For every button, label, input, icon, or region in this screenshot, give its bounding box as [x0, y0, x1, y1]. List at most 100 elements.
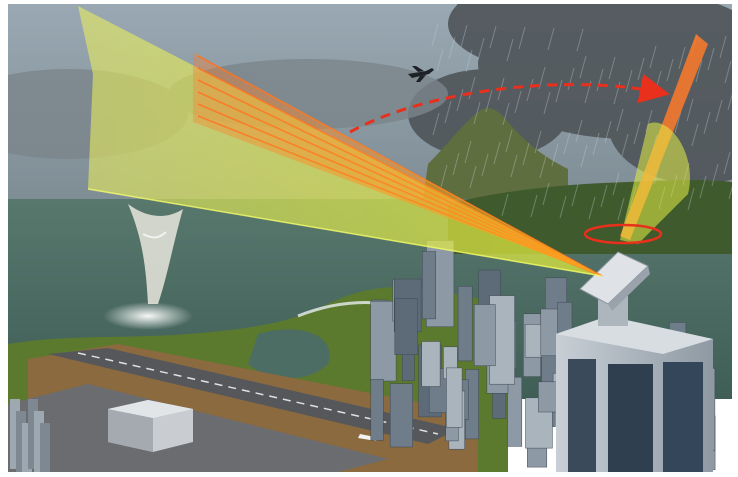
terminal-building: [108, 400, 193, 452]
city-building: [34, 411, 44, 472]
rain-streak: [534, 130, 542, 154]
rain-streak: [649, 45, 657, 69]
rain-streak: [633, 121, 641, 145]
rain-streak: [723, 151, 731, 175]
rain-streak: [514, 90, 522, 114]
rain-streak: [460, 24, 468, 48]
bay-water: [248, 329, 330, 379]
rain-streak: [465, 49, 473, 73]
rain-streak: [431, 23, 439, 47]
rain-streak: [580, 144, 588, 168]
rain-streak: [493, 141, 501, 165]
rain-streak: [724, 60, 732, 84]
rain-streak: [678, 46, 686, 70]
city-building: [370, 300, 397, 382]
rain-streak: [539, 155, 547, 179]
rain-streak: [506, 38, 514, 62]
city-building: [446, 367, 463, 428]
waterspout: [103, 204, 193, 330]
rain-streak: [473, 101, 481, 125]
rain-streak: [571, 183, 579, 207]
radar-tower: [556, 296, 713, 472]
city-building: [421, 341, 441, 387]
airport-runway: [48, 348, 458, 444]
city-building: [394, 298, 418, 355]
rain-streak: [575, 119, 583, 143]
rain-streak: [616, 108, 624, 132]
rain-streak: [505, 129, 513, 153]
storm-cloud: [408, 4, 732, 184]
rain-streak: [464, 140, 472, 164]
rain-streak: [691, 123, 699, 147]
rain-streak: [596, 68, 604, 92]
rain-streak: [448, 36, 456, 60]
runway-centerline: [77, 352, 439, 435]
rotation-ellipse: [583, 223, 663, 245]
rain-streak: [501, 193, 509, 217]
rain-streak: [522, 142, 530, 166]
rain-streak: [567, 67, 575, 91]
scan-direction-arrow: [349, 73, 670, 134]
city-building: [507, 376, 523, 447]
rain-streak: [699, 175, 707, 199]
rain-streak: [703, 111, 711, 135]
rain-streak: [489, 25, 497, 49]
taxiway: [8, 384, 388, 472]
rain-streak: [674, 110, 682, 134]
rain-streak: [456, 88, 464, 112]
rain-streak: [510, 154, 518, 178]
rain-streak: [543, 91, 551, 115]
rain-streak: [440, 164, 448, 188]
rain-streak: [608, 56, 616, 80]
rain-streak: [469, 165, 477, 189]
rain-streak: [695, 59, 703, 83]
rain-streak: [592, 132, 600, 156]
rain-streak: [518, 26, 526, 50]
rain-streak: [711, 163, 719, 187]
rain-streak: [604, 120, 612, 144]
rain-streak: [432, 112, 440, 136]
rain-streak: [617, 197, 625, 221]
rain-streak: [621, 133, 629, 157]
rain-streak: [563, 131, 571, 155]
narrow-beam-glow: [620, 122, 690, 244]
rain-streak: [477, 37, 485, 61]
rain-streak: [727, 93, 732, 111]
rain-streak: [526, 78, 534, 102]
radar-scene: [8, 4, 732, 472]
airplane: [408, 66, 434, 82]
city-building: [22, 423, 32, 472]
rain-streak: [612, 172, 620, 196]
rain-streak: [555, 79, 563, 103]
rain-streak: [530, 194, 538, 218]
city-building: [370, 379, 384, 441]
city-building: [16, 411, 26, 472]
rain-streak: [707, 47, 715, 71]
beam-core: [193, 52, 602, 276]
rain-streak: [579, 55, 587, 79]
city-building: [10, 399, 20, 469]
rain-streak: [481, 153, 489, 177]
city-building: [422, 251, 436, 320]
rain-streak: [485, 89, 493, 113]
city-building: [473, 304, 496, 367]
city-building: [389, 383, 413, 448]
rain-streak: [468, 76, 476, 100]
rain-streak: [686, 98, 694, 122]
rain-streak: [542, 182, 550, 206]
city-building: [457, 286, 473, 362]
scene-illustration: [8, 4, 732, 472]
city-building: [28, 399, 38, 469]
rain-streak: [444, 100, 452, 124]
rain-streak: [502, 102, 510, 126]
beam-axis: [87, 188, 603, 277]
rain-streak: [687, 187, 695, 211]
rain-streak: [436, 48, 444, 72]
rain-streak: [600, 184, 608, 208]
rain-streak: [625, 69, 633, 93]
rain-streak: [715, 99, 723, 123]
rain-streak: [576, 28, 584, 52]
rain-streak: [452, 152, 460, 176]
rain-streak: [588, 196, 596, 220]
rain-streak: [547, 27, 555, 51]
